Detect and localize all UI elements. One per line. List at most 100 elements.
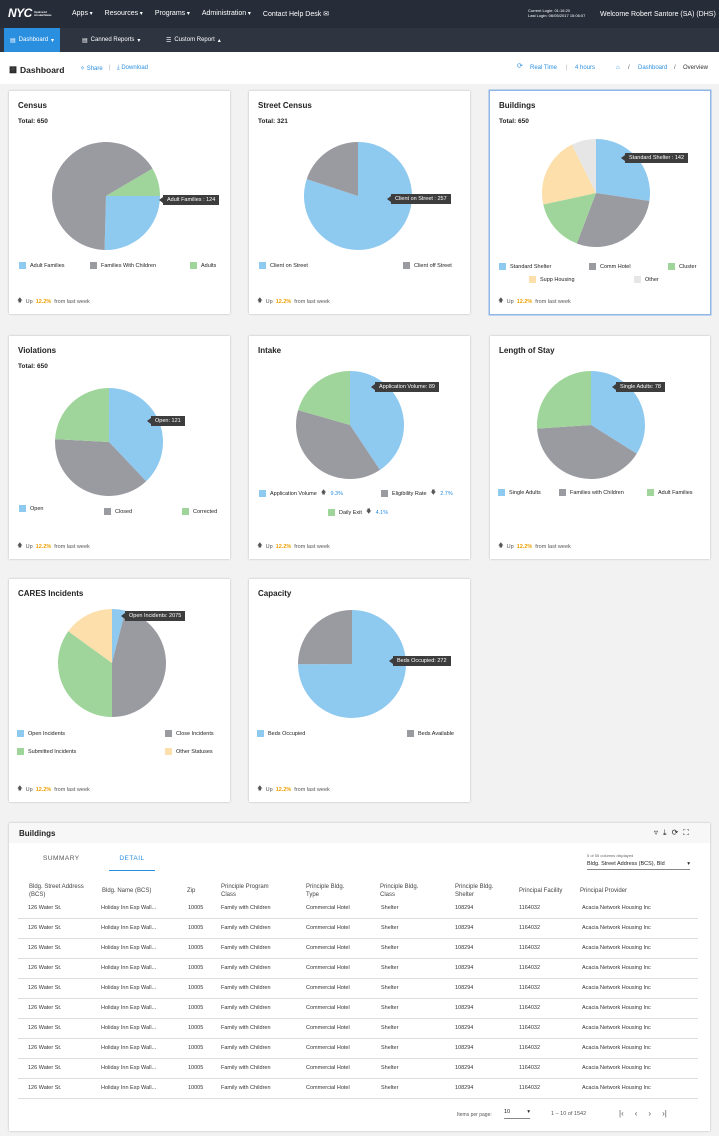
- tab-dashboard[interactable]: ▤ Dashboard ▾: [4, 28, 60, 52]
- pie-slice[interactable]: [106, 168, 160, 196]
- realtime-toggle[interactable]: Real Time: [530, 65, 558, 71]
- table-row[interactable]: 126 Water St. Holiday Inn Exp Wall... 1000…: [18, 899, 698, 919]
- filter-icon[interactable]: ▿: [654, 828, 659, 837]
- legend-other[interactable]: Other: [634, 276, 659, 283]
- column-header[interactable]: Principle Bldg. Class: [380, 884, 419, 898]
- nav-apps[interactable]: Apps: [72, 10, 93, 18]
- legend-adult-families[interactable]: Adult Families: [19, 262, 65, 269]
- column-header[interactable]: Bldg. Name (BCS): [102, 888, 152, 894]
- download-icon[interactable]: ⤓: [663, 828, 667, 837]
- next-page-icon[interactable]: ›: [648, 1109, 652, 1118]
- pie-slice[interactable]: [68, 609, 112, 663]
- census-pie[interactable]: [51, 141, 161, 251]
- pie-slice[interactable]: [542, 144, 596, 205]
- table-row[interactable]: 126 Water St. Holiday Inn Exp Wall... 1000…: [18, 1079, 698, 1099]
- hours-toggle[interactable]: 4 hours: [575, 65, 596, 71]
- legend-beds-available[interactable]: Beds Available: [407, 730, 454, 737]
- legend-client-on-street[interactable]: Client on Street: [259, 262, 308, 269]
- fullscreen-icon[interactable]: ⛶: [683, 828, 689, 837]
- pie-slice[interactable]: [55, 388, 109, 442]
- legend-closed[interactable]: Closed: [104, 508, 132, 515]
- pie-slice[interactable]: [298, 610, 406, 718]
- pie-slice[interactable]: [52, 142, 153, 250]
- column-select[interactable]: Bldg. Street Address (BCS), Bld ▾: [587, 859, 690, 870]
- legend-close-incidents[interactable]: Close Incidents: [165, 730, 214, 737]
- table-row[interactable]: 126 Water St. Holiday Inn Exp Wall... 1000…: [18, 1059, 698, 1079]
- download-link[interactable]: ⤓ Download: [117, 65, 149, 71]
- pie-slice[interactable]: [537, 425, 637, 479]
- breadcrumb-dashboard[interactable]: Dashboard: [638, 65, 668, 71]
- nav-resources[interactable]: Resources: [105, 10, 143, 18]
- pie-slice[interactable]: [537, 371, 591, 429]
- legend-single-adults[interactable]: Single Adults: [498, 489, 541, 496]
- pie-slice[interactable]: [576, 193, 650, 247]
- violations-pie[interactable]: [54, 387, 164, 497]
- refresh-icon[interactable]: ⟳: [517, 63, 523, 70]
- refresh-icon[interactable]: ⟳: [671, 828, 679, 837]
- legend-corrected[interactable]: Corrected: [182, 508, 217, 515]
- pie-slice[interactable]: [571, 139, 596, 193]
- table-row[interactable]: 126 Water St. Holiday Inn Exp Wall... 1000…: [18, 1039, 698, 1059]
- column-header[interactable]: Principal Facility: [519, 888, 563, 894]
- column-header[interactable]: Principle Bldg. Shelter: [455, 884, 494, 898]
- nav-administration[interactable]: Administration: [202, 10, 251, 18]
- pie-slice[interactable]: [306, 142, 358, 196]
- table-row[interactable]: 126 Water St. Holiday Inn Exp Wall... 1000…: [18, 939, 698, 959]
- legend-open-incidents[interactable]: Open Incidents: [17, 730, 65, 737]
- nyc-logo[interactable]: NYC Department of Homeless Services: [8, 6, 52, 20]
- tab-detail[interactable]: DETAIL: [109, 851, 155, 871]
- pie-slice[interactable]: [350, 371, 404, 470]
- pie-slice[interactable]: [55, 439, 147, 496]
- legend-standard-shelter[interactable]: Standard Shelter: [499, 263, 551, 270]
- table-row[interactable]: 126 Water St. Holiday Inn Exp Wall... 1000…: [18, 999, 698, 1019]
- legend-supp-housing[interactable]: Supp Housing: [529, 276, 575, 283]
- tab-summary[interactable]: SUMMARY: [43, 855, 80, 862]
- prev-page-icon[interactable]: ‹: [634, 1109, 638, 1118]
- legend-families-with-children[interactable]: Families with Children: [559, 489, 624, 496]
- nav-contact-help-desk[interactable]: Contact Help Desk ✉: [262, 11, 330, 18]
- capacity-pie[interactable]: [297, 609, 407, 719]
- user-welcome[interactable]: Welcome Robert Santore (SA) (DHS): [600, 11, 716, 18]
- table-row[interactable]: 126 Water St. Holiday Inn Exp Wall... 1000…: [18, 979, 698, 999]
- legend-other-statuses[interactable]: Other Statuses: [165, 748, 213, 755]
- pie-slice[interactable]: [57, 631, 112, 717]
- legend-families-with-children[interactable]: Families With Children: [90, 262, 156, 269]
- share-link[interactable]: ✧ Share: [80, 66, 103, 72]
- tab-canned-reports[interactable]: ▤ Canned Reports ▾: [82, 37, 141, 44]
- cares-incidents-pie[interactable]: [57, 608, 167, 718]
- legend-daily-exit[interactable]: Daily Exit 🡇 4.1%: [328, 508, 388, 517]
- pie-slice[interactable]: [112, 609, 126, 663]
- length-of-stay-pie[interactable]: [536, 370, 646, 480]
- pie-slice[interactable]: [543, 193, 596, 244]
- column-header[interactable]: Principle Program Class: [221, 884, 269, 898]
- pie-slice[interactable]: [298, 371, 350, 425]
- column-header[interactable]: Bldg. Street Address (BCS): [29, 884, 84, 898]
- pie-slice[interactable]: [112, 610, 166, 717]
- pie-slice[interactable]: [109, 388, 164, 482]
- intake-pie[interactable]: [295, 370, 405, 480]
- legend-open[interactable]: Open: [19, 505, 43, 512]
- tab-custom-report[interactable]: ☰ Custom Report ▴: [166, 37, 221, 44]
- column-header[interactable]: Principal Provider: [580, 888, 628, 894]
- column-header[interactable]: Principle Bldg. Type: [306, 884, 345, 898]
- last-page-icon[interactable]: ›|: [662, 1109, 667, 1118]
- legend-adults[interactable]: Adults: [190, 262, 216, 269]
- table-row[interactable]: 126 Water St. Holiday Inn Exp Wall... 1000…: [18, 1019, 698, 1039]
- legend-client-off-street[interactable]: Client off Street: [403, 262, 452, 269]
- pie-slice[interactable]: [298, 610, 352, 665]
- nav-programs[interactable]: Programs: [155, 10, 190, 18]
- legend-submitted-incidents[interactable]: Submitted Incidents: [17, 748, 76, 755]
- pie-slice[interactable]: [296, 410, 380, 479]
- legend-adult-families[interactable]: Adult Families: [647, 489, 693, 496]
- table-row[interactable]: 126 Water St. Holiday Inn Exp Wall... 1000…: [18, 919, 698, 939]
- first-page-icon[interactable]: |‹: [619, 1109, 624, 1118]
- street-census-pie[interactable]: [303, 141, 413, 251]
- legend-cluster[interactable]: Cluster: [668, 263, 696, 270]
- pie-slice[interactable]: [596, 139, 650, 202]
- legend-comm-hotel[interactable]: Comm Hotel: [589, 263, 631, 270]
- pie-slice[interactable]: [104, 196, 160, 250]
- legend-beds-occupied[interactable]: Beds Occupied: [257, 730, 305, 737]
- table-row[interactable]: 126 Water St. Holiday Inn Exp Wall... 1000…: [18, 959, 698, 979]
- legend-eligibility-rate[interactable]: Eligibility Rate 🡇 2.7%: [381, 489, 453, 498]
- home-icon[interactable]: ⌂: [616, 65, 620, 71]
